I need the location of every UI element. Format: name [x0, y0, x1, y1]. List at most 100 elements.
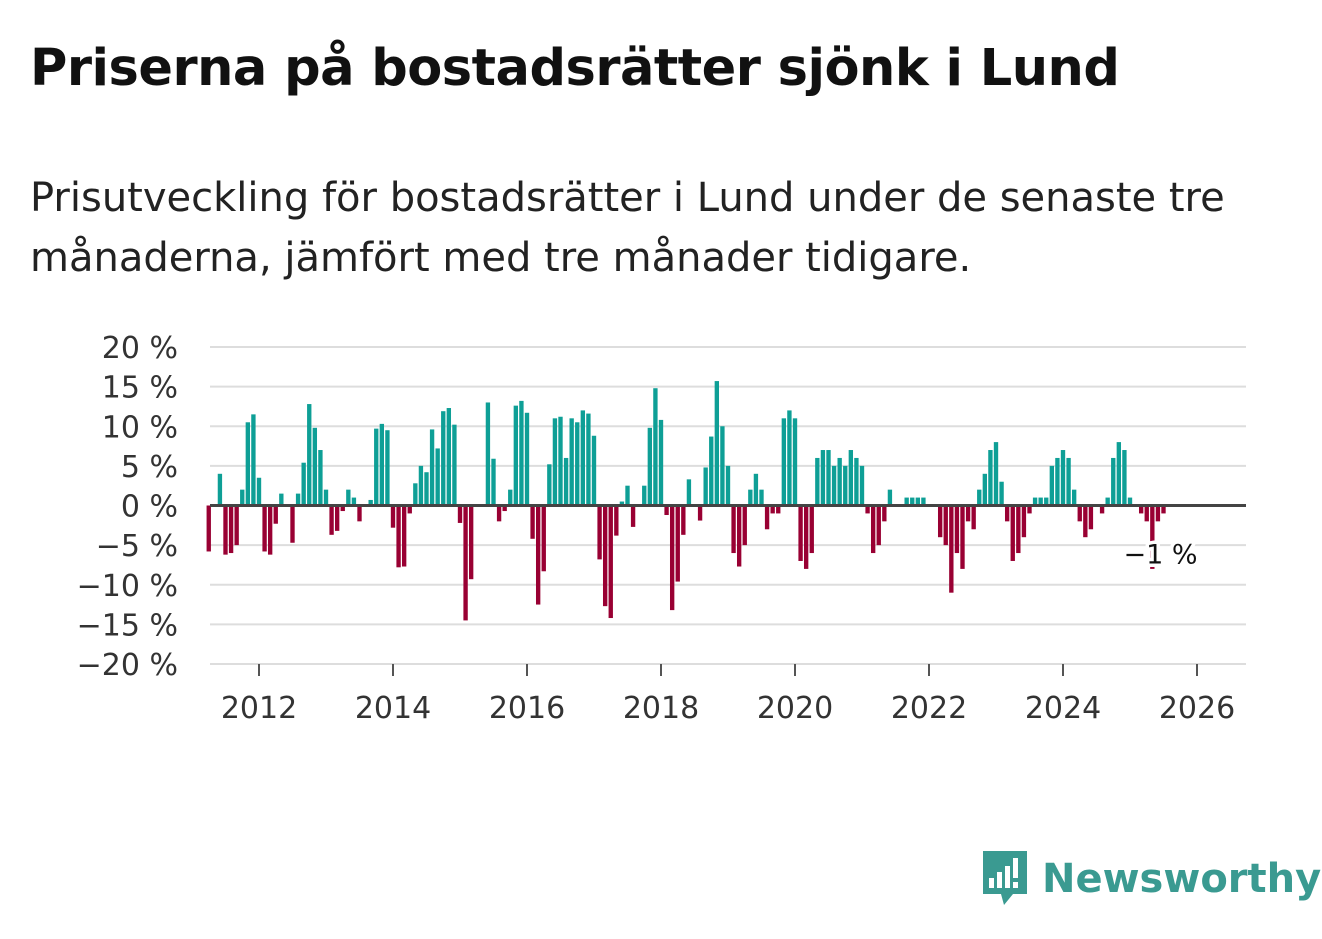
bar: [1077, 505, 1082, 522]
bar: [273, 505, 278, 524]
bar: [541, 505, 546, 572]
bar: [887, 489, 893, 506]
bar: [301, 462, 306, 506]
bar: [513, 405, 519, 506]
bar: [502, 505, 507, 512]
bar: [602, 505, 608, 607]
x-tick-label: 2014: [355, 691, 431, 726]
bar: [217, 473, 223, 506]
bar: [424, 472, 429, 506]
bar: [312, 427, 318, 506]
bar: [418, 465, 424, 506]
bar: [586, 413, 591, 506]
bar: [563, 457, 569, 506]
bar: [290, 505, 295, 543]
chart-title: Priserna på bostadsrätter sjönk i Lund: [30, 39, 1120, 98]
y-tick-label: −20 %: [77, 648, 178, 683]
bar: [441, 411, 446, 506]
bar: [547, 464, 552, 506]
bar: [1122, 450, 1127, 506]
bar: [993, 442, 999, 506]
bar: [435, 448, 440, 506]
y-tick-label: −5 %: [96, 529, 178, 564]
bar: [776, 505, 781, 514]
bar: [295, 493, 301, 506]
bar: [753, 473, 759, 506]
bar: [742, 505, 747, 546]
bar: [960, 505, 965, 569]
bar: [675, 505, 680, 582]
bar: [988, 450, 993, 506]
bar: [1116, 442, 1122, 506]
x-tick-label: 2012: [221, 691, 297, 726]
bar: [1055, 457, 1060, 506]
y-tick-label: 20 %: [102, 331, 178, 366]
bar: [334, 505, 340, 531]
bar: [1060, 450, 1066, 506]
bar: [1027, 505, 1032, 514]
bar: [854, 457, 859, 506]
bar: [429, 429, 435, 506]
bar: [413, 483, 418, 506]
y-tick-label: 5 %: [121, 450, 178, 485]
bar: [569, 418, 574, 506]
bar: [206, 505, 211, 552]
bar: [943, 505, 948, 546]
bar: [446, 408, 452, 506]
bar: [703, 467, 708, 506]
bar: [307, 404, 312, 506]
bars: [206, 381, 1166, 621]
bar: [1127, 497, 1133, 506]
bar: [1111, 457, 1116, 506]
bar: [524, 412, 530, 506]
bar: [937, 505, 943, 538]
bar: [390, 505, 396, 528]
bar: [340, 505, 345, 512]
bar: [910, 497, 915, 506]
bar: [870, 505, 876, 554]
y-tick-label: 15 %: [102, 371, 178, 406]
y-tick-label: −10 %: [77, 569, 178, 604]
bar: [558, 416, 563, 506]
bar: [396, 505, 401, 568]
bar: [787, 410, 792, 506]
bar: [954, 505, 960, 554]
bar: [876, 505, 881, 546]
bar: [346, 489, 351, 506]
y-tick-label: 10 %: [102, 410, 178, 445]
bar: [770, 505, 775, 514]
bar: [681, 505, 686, 535]
bar: [1021, 505, 1027, 538]
bar: [697, 505, 703, 521]
bar: [323, 489, 329, 506]
bar: [234, 505, 239, 546]
bar: [1088, 505, 1094, 530]
bar: [837, 457, 842, 506]
bar: [580, 410, 586, 506]
bar: [731, 505, 736, 554]
bar: [658, 419, 664, 506]
bar: [1044, 497, 1049, 506]
bar: [977, 489, 982, 506]
bar: [781, 418, 787, 506]
bar: [519, 400, 524, 506]
bar: [709, 436, 714, 506]
bar: [374, 428, 379, 506]
bar: [329, 505, 334, 535]
bar: [385, 430, 390, 506]
bar: [256, 477, 262, 506]
bar: [669, 505, 675, 611]
bar: [468, 505, 474, 580]
bar: [228, 505, 234, 554]
bar: [597, 505, 602, 560]
bar: [831, 465, 837, 506]
last-value-label: −1 %: [1124, 539, 1198, 570]
bar: [1038, 497, 1043, 506]
bar: [351, 497, 357, 506]
bar: [267, 505, 273, 555]
bar: [736, 505, 742, 567]
bar: [318, 450, 323, 506]
bar: [1004, 505, 1010, 522]
bar: [921, 497, 926, 506]
bar: [1099, 505, 1105, 514]
